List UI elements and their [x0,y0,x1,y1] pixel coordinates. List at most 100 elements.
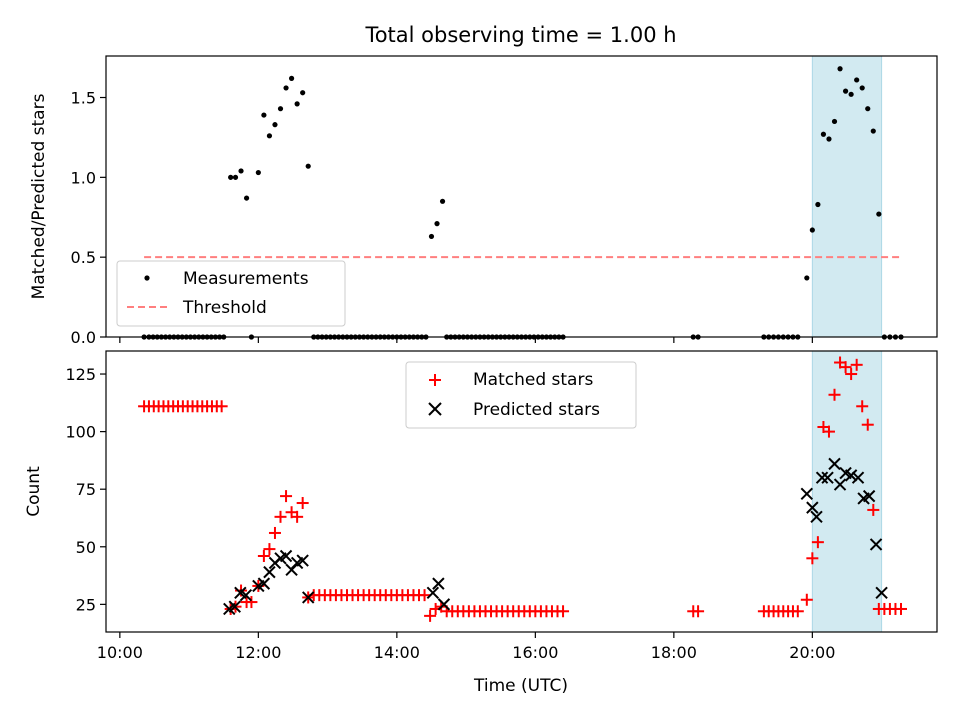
data-point [257,577,271,590]
data-point [862,489,876,503]
legend-marker-matched [429,374,441,386]
legend-label-matched: Matched stars [473,370,593,390]
data-point [302,591,315,604]
ratio-panel: 0.0 0.5 1.0 1.5 Matched/Predicted stars Mea… [29,55,938,347]
highlight-span [811,55,883,338]
data-point [815,471,829,484]
y-tick-label: 1.0 [71,168,96,187]
legend-label-threshold: Threshold [182,298,267,318]
legend-box [405,361,637,429]
data-point [831,118,838,125]
data-point [228,174,234,180]
data-point [243,195,250,201]
legend-marker-predicted [428,402,442,416]
data-point [280,490,293,503]
data-point [820,131,827,137]
star-count-points [138,356,907,622]
y-axis-ticks: 25 50 75 100 125 [65,365,106,614]
data-point [821,471,834,484]
y-axis-label: Count [24,466,44,517]
y-axis-ticks: 0.0 0.5 1.0 1.5 [71,89,106,347]
data-point [255,169,261,176]
data-point [837,66,843,72]
data-point [274,510,287,523]
data-point [822,425,835,438]
data-point [238,168,244,174]
y-axis-label: Matched/Predicted stars [29,93,49,299]
x-tick-label: 10:00 [97,643,143,662]
y-tick-label: 0.0 [71,328,96,347]
x-tick-label: 12:00 [235,643,281,662]
data-point [894,602,907,615]
data-point [434,221,440,227]
legend-label-measurements: Measurements [183,269,309,289]
y-tick-label: 0.5 [71,248,96,267]
x-tick-label: 14:00 [374,643,420,662]
legend: Measurements Threshold [116,260,346,327]
y-tick-label: 100 [65,423,96,442]
data-point [266,133,273,139]
data-point [826,136,832,142]
data-point [263,565,276,579]
data-point [800,487,814,501]
data-point [851,471,865,484]
data-point [856,400,869,413]
data-point [232,174,239,180]
data-point [239,588,253,602]
data-point [439,198,446,204]
data-point [806,552,819,565]
x-axis-label: Time (UTC) [473,676,568,696]
data-point [426,586,440,600]
data-point [810,510,823,524]
data-point [811,536,824,549]
data-point [850,358,863,371]
data-point [268,526,281,539]
data-point [867,503,880,516]
highlight-span-rect [811,55,883,338]
data-point [791,605,804,618]
data-point [809,227,815,233]
chart-title: Total observing time = 1.00 h [364,23,676,47]
legend: Matched stars Predicted stars [405,361,637,429]
data-point [277,106,284,112]
data-point [283,85,289,91]
x-axis-ticks [119,337,813,343]
x-tick-label: 20:00 [789,643,835,662]
data-point [296,497,309,510]
data-point [296,554,309,567]
count-panel: 25 50 75 100 125 10:00 12:00 14:00 16:00 18:00 20… [24,350,938,662]
data-point [228,600,242,613]
data-point [279,549,293,563]
highlight-span [811,350,883,633]
plot-frame [105,55,938,338]
highlight-span-rect [811,350,883,633]
data-point [215,400,228,413]
x-axis-ticks: 10:00 12:00 14:00 16:00 18:00 20:00 [97,632,835,662]
legend-box [116,260,346,327]
data-point [854,77,860,83]
data-point [263,543,276,556]
data-point [828,388,841,401]
y-tick-label: 50 [76,538,96,557]
data-point [869,538,883,551]
data-point [257,549,270,562]
data-point [418,589,431,602]
y-tick-label: 75 [76,480,96,499]
data-point [844,469,858,482]
data-point [876,211,882,217]
y-tick-label: 1.5 [71,89,96,108]
data-point [288,75,295,81]
data-point [842,88,849,94]
data-point [875,586,888,600]
x-tick-label: 16:00 [512,643,558,662]
data-point [424,609,437,622]
plot-frame [105,350,938,633]
data-point [557,605,570,618]
data-point [833,478,847,491]
x-tick-label: 18:00 [651,643,697,662]
data-point [300,90,306,96]
data-point [865,106,871,112]
data-point [806,501,819,514]
